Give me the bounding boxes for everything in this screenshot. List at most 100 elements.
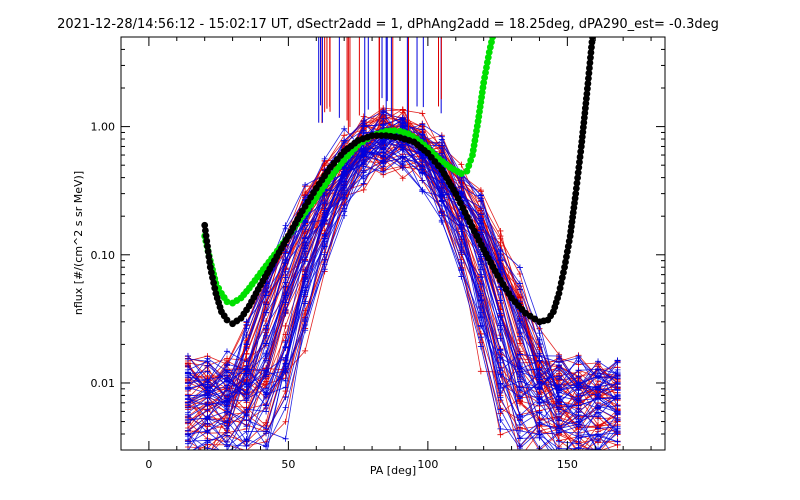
trace-marker: [184, 363, 191, 370]
series-dot: [557, 279, 565, 287]
series-dot: [577, 148, 585, 156]
series-dot: [564, 243, 572, 250]
trace-marker: [184, 436, 191, 443]
trace-marker: [497, 335, 504, 342]
trace-marker: [438, 145, 445, 152]
trace-marker: [282, 259, 289, 266]
trace-marker: [614, 380, 621, 387]
series-point: [223, 298, 231, 306]
trace-marker: [302, 347, 309, 354]
trace-marker: [224, 348, 231, 355]
trace-marker: [282, 384, 289, 391]
series-dot: [563, 248, 571, 256]
trace-marker: [595, 402, 602, 409]
trace-marker: [536, 374, 543, 381]
trace-marker: [282, 404, 289, 411]
trace-marker: [555, 400, 562, 407]
trace-marker: [302, 278, 309, 285]
x-axis-title: PA [deg]: [370, 464, 416, 477]
trace-marker: [595, 425, 602, 432]
trace-marker: [224, 441, 231, 448]
trace-marker: [555, 411, 562, 418]
trace-marker: [516, 442, 523, 449]
trace-marker: [516, 333, 523, 340]
series-point: [480, 79, 488, 87]
series-point: [555, 289, 563, 297]
trace-marker: [185, 452, 191, 458]
series-point: [561, 263, 568, 271]
trace-marker: [204, 384, 211, 391]
trace-marker: [263, 332, 270, 339]
trace-marker: [516, 369, 523, 376]
trace-marker: [282, 292, 289, 299]
series-dot: [201, 227, 209, 234]
trace-marker: [477, 274, 484, 281]
series-dot: [588, 38, 596, 46]
series-dot: [483, 59, 491, 66]
trace-marker: [419, 186, 426, 193]
trace-marker: [224, 405, 231, 412]
series-dot: [585, 74, 592, 82]
series-dot: [574, 169, 582, 177]
trace-marker: [380, 160, 387, 167]
trace-marker: [302, 258, 309, 265]
trace-marker: [224, 432, 231, 439]
trace-marker: [516, 286, 523, 293]
trace-marker: [614, 392, 621, 399]
trace-marker: [516, 413, 523, 420]
trace-marker: [614, 438, 621, 445]
trace-marker: [438, 188, 445, 195]
series-dot: [560, 269, 567, 276]
series-point: [201, 221, 209, 229]
trace-marker: [341, 125, 348, 132]
trace-marker: [282, 377, 289, 384]
series-point: [457, 170, 465, 177]
trace-marker: [516, 427, 523, 434]
trace-marker: [204, 368, 211, 375]
trace-marker: [204, 414, 211, 421]
series-dot: [481, 74, 488, 82]
trace-marker: [263, 292, 270, 299]
series-dot: [588, 43, 595, 51]
trace-marker: [380, 139, 387, 146]
trace-marker: [204, 401, 211, 408]
trace-marker: [282, 225, 289, 232]
series-dot: [205, 253, 213, 261]
trace-marker: [399, 109, 406, 116]
trace-marker: [204, 453, 210, 459]
trace-marker: [263, 282, 270, 289]
trace-marker: [497, 406, 504, 413]
trace-marker: [380, 108, 387, 115]
trace-marker: [360, 159, 367, 166]
trace-marker: [282, 394, 289, 401]
trace-marker: [438, 197, 445, 204]
series-dot: [484, 53, 492, 61]
series-dot: [586, 64, 593, 72]
trace-marker: [536, 394, 543, 401]
trace-marker: [555, 362, 562, 369]
series-dot: [572, 184, 580, 192]
trace-marker: [497, 394, 504, 401]
series-point: [368, 132, 376, 140]
trace-marker: [597, 448, 599, 450]
trace-marker: [516, 421, 523, 428]
trace-marker: [187, 447, 189, 450]
trace-marker: [576, 451, 582, 457]
trace-marker: [224, 378, 231, 385]
series-dot: [483, 64, 490, 71]
trace-marker: [477, 253, 484, 260]
trace-marker: [302, 234, 309, 241]
trace-marker: [458, 220, 465, 227]
trace-marker: [536, 428, 543, 435]
x-tick-label: 0: [145, 458, 152, 471]
y-tick-label: 0.01: [91, 377, 116, 390]
trace-marker: [184, 369, 191, 376]
trace-marker: [204, 459, 210, 465]
trace-marker: [204, 457, 210, 463]
trace-marker: [360, 117, 367, 124]
trace-marker: [224, 367, 231, 374]
series-dot: [209, 274, 216, 282]
series-1: [201, 37, 596, 328]
trace-marker: [497, 425, 504, 432]
trace-marker: [555, 376, 562, 383]
